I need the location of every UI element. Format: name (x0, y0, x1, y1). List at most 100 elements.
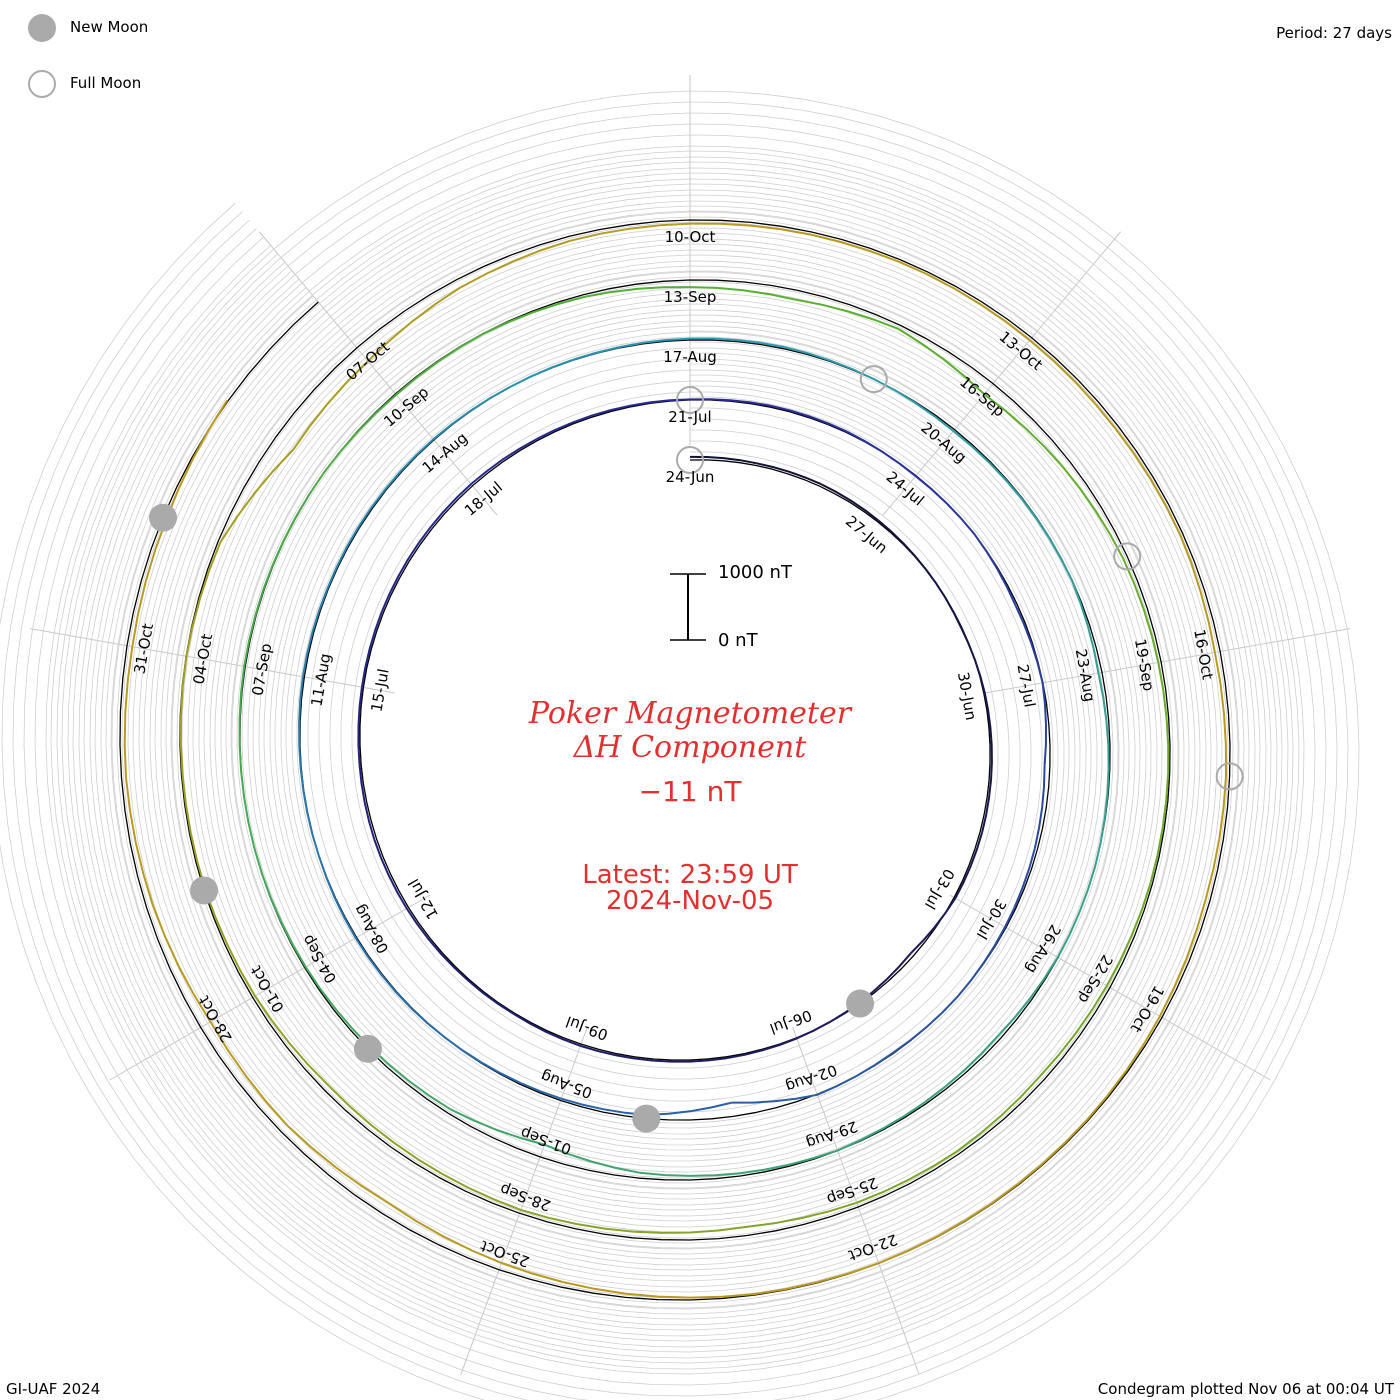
grid-arc (23, 123, 1327, 1397)
data-segment (633, 1225, 747, 1234)
data-segment (910, 897, 957, 954)
data-segment (754, 1262, 879, 1296)
date-label: 24-Jul (883, 468, 928, 510)
data-segment (877, 519, 927, 571)
data-segment (997, 956, 1059, 1037)
date-label: 25-Oct (478, 1237, 532, 1271)
date-label: 08-Aug (350, 901, 392, 956)
data-segment (960, 627, 986, 694)
new-moon-marker (632, 1104, 661, 1133)
data-segment (470, 438, 537, 485)
data-segment (131, 518, 168, 647)
data-segment (561, 1097, 647, 1116)
data-segment (1204, 776, 1227, 900)
data-segment (1033, 765, 1046, 849)
data-segment (357, 687, 363, 765)
data-segment (973, 533, 1017, 606)
data-segment (926, 273, 1031, 341)
date-label: 05-Aug (538, 1067, 594, 1102)
date-label: 04-Oct (190, 632, 217, 685)
data-segment (254, 995, 330, 1087)
data-segment (1094, 769, 1110, 867)
data-segment (784, 346, 875, 380)
data-segment (1106, 882, 1152, 987)
grid-arc (100, 200, 1250, 1320)
grid-arc (45, 145, 1305, 1375)
grid-arc (12, 112, 1338, 1400)
data-segment (731, 1093, 818, 1104)
full-moon-marker (1113, 542, 1142, 571)
data-segment (689, 455, 757, 465)
footer-credit: GI-UAF 2024 (6, 1380, 101, 1398)
data-segment (639, 1171, 741, 1177)
data-segment (816, 1052, 894, 1096)
data-segment (453, 966, 514, 1015)
data-segment (1213, 652, 1227, 777)
data-segment (690, 337, 785, 349)
full-moon-marker (859, 365, 888, 394)
data-segment (739, 1149, 838, 1175)
latest-time: Latest: 23:59 UT (582, 860, 798, 890)
data-segment (304, 966, 371, 1048)
data-segment (512, 1012, 581, 1047)
data-segment (301, 588, 329, 677)
data-segment (646, 1101, 733, 1116)
date-label: 07-Sep (249, 642, 276, 697)
data-segment (1004, 847, 1036, 928)
data-segment (991, 1119, 1088, 1205)
data-segment (1039, 985, 1108, 1077)
data-segment (954, 832, 984, 899)
data-segment (380, 542, 420, 613)
data-segment (317, 855, 357, 939)
chart-subtitle: ΔH Component (573, 730, 807, 765)
data-segment (410, 1007, 482, 1064)
data-segment (925, 568, 963, 629)
data-segment (243, 564, 274, 667)
data-segment (219, 448, 295, 543)
data-segment (185, 542, 222, 657)
data-segment (795, 298, 900, 331)
deltaH-series (123, 222, 1227, 1299)
date-label: 15-Jul (367, 667, 392, 713)
data-segment (878, 1202, 993, 1265)
grid-arc (56, 156, 1294, 1364)
data-segment (123, 646, 134, 778)
current-value: −11 nT (638, 775, 742, 808)
data-segment (260, 872, 307, 968)
data-segment (1086, 1015, 1161, 1121)
data-segment (204, 889, 256, 997)
data-segment (323, 393, 397, 474)
full-moon-marker (676, 446, 704, 474)
data-segment (914, 475, 975, 535)
data-segment (271, 471, 325, 566)
date-label: 30-Jul (973, 896, 1010, 943)
data-segment (328, 1085, 419, 1160)
moon-markers (149, 365, 1244, 1133)
new-moon-marker (846, 989, 875, 1018)
legend-new-moon: New Moon (28, 14, 148, 42)
data-segment (432, 386, 511, 440)
data-segment (535, 409, 611, 441)
data-segment (480, 1061, 562, 1100)
date-label: 27-Jul (1013, 663, 1038, 709)
date-label: 02-Aug (783, 1061, 839, 1096)
full-moon-label: Full Moon (70, 74, 142, 92)
date-label: 01-Oct (247, 962, 288, 1015)
date-label: 19-Oct (1127, 982, 1168, 1035)
data-segment (746, 1201, 857, 1228)
data-segment (520, 1208, 634, 1233)
date-label: 04-Sep (298, 932, 340, 987)
date-label: 18-Jul (461, 478, 506, 520)
grid-arc (67, 167, 1283, 1353)
data-segment (292, 360, 369, 451)
data-segment (1149, 772, 1170, 884)
data-segment (756, 462, 822, 486)
radial-spoke (882, 231, 1122, 516)
scale-bottom-label: 0 nT (718, 630, 758, 651)
date-label: 10-Oct (665, 228, 716, 246)
new-moon-icon (28, 14, 56, 42)
data-segment (1122, 557, 1160, 663)
date-label: 09-Jul (563, 1012, 610, 1044)
data-segment (449, 1108, 545, 1146)
